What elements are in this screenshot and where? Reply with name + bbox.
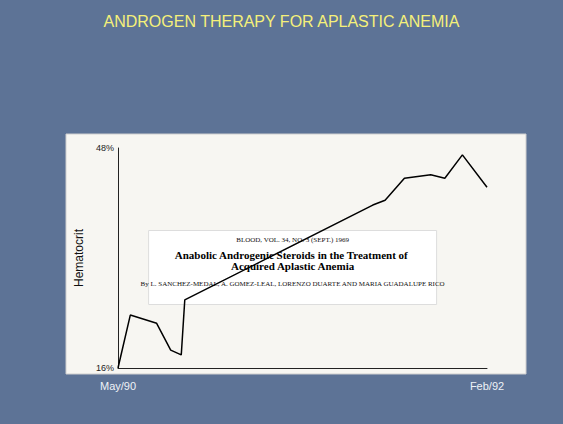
svg-text:Hematocrit: Hematocrit: [72, 228, 86, 287]
svg-text:BLOOD, VOL. 34, NO. 3 (SEPT.): BLOOD, VOL. 34, NO. 3 (SEPT.) 1969: [236, 236, 349, 244]
svg-text:By L. SANCHEZ-MEDAL, A. GOMEZ-: By L. SANCHEZ-MEDAL, A. GOMEZ-LEAL, LORE…: [141, 280, 445, 288]
svg-text:16%: 16%: [96, 363, 114, 373]
svg-text:48%: 48%: [96, 143, 114, 153]
svg-text:Feb/92: Feb/92: [470, 380, 504, 392]
svg-text:Acquired Aplastic Anemia: Acquired Aplastic Anemia: [231, 260, 355, 272]
svg-text:May/90: May/90: [100, 380, 136, 392]
svg-text:Anabolic Androgenic Steroids i: Anabolic Androgenic Steroids in the Trea…: [174, 249, 411, 261]
svg-text:ANDROGEN THERAPY FOR APLASTIC: ANDROGEN THERAPY FOR APLASTIC ANEMIA: [104, 13, 460, 30]
